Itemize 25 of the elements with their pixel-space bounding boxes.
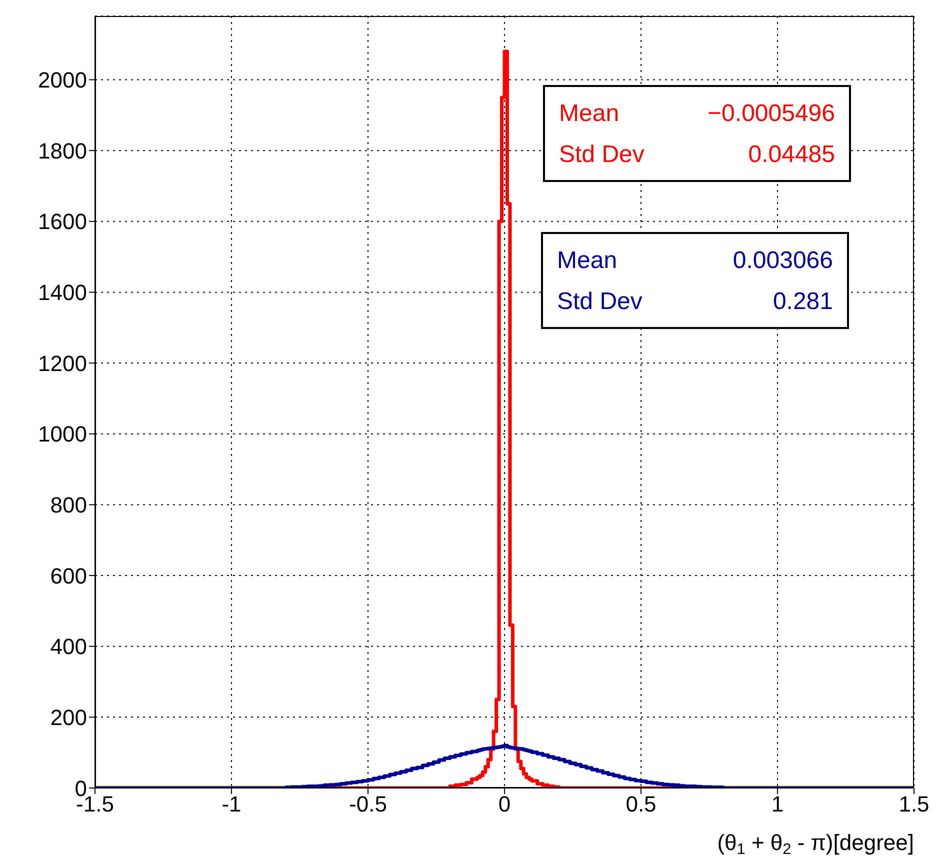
y-tick-label: 200	[50, 704, 87, 730]
annotation: 0.281	[772, 287, 833, 317]
annotation: −0.0005496	[708, 99, 835, 129]
annotation: 0.003066	[732, 246, 833, 276]
y-tick-label: 800	[50, 492, 87, 518]
y-tick-label: 600	[50, 563, 87, 588]
annotation: Mean	[557, 246, 618, 276]
y-tick-label: 1000	[38, 422, 87, 447]
y-tick-label: 1600	[38, 209, 87, 234]
y-tick-label: 1400	[38, 280, 87, 306]
annotation: Mean	[559, 99, 620, 129]
annotation: Std Dev	[557, 287, 642, 317]
annotation: Std Dev	[559, 140, 644, 170]
y-tick-label: 1800	[38, 138, 87, 164]
y-tick-label: 400	[50, 634, 87, 660]
y-tick-label: 1200	[38, 350, 87, 376]
x-tick-label: -0.5	[349, 792, 387, 817]
x-tick-label: 0	[498, 792, 511, 817]
x-tick-label: 1	[771, 792, 784, 817]
x-tick-label: -1	[222, 792, 242, 817]
y-tick-label: 2000	[38, 68, 87, 93]
x-tick-label: 1.5	[898, 792, 930, 817]
x-axis-title: (θ$_{1}$ + θ$_{2}$ - π)[degree]	[717, 830, 914, 858]
x-tick-label: 0.5	[626, 792, 656, 817]
annotation: 0.04485	[748, 140, 835, 170]
